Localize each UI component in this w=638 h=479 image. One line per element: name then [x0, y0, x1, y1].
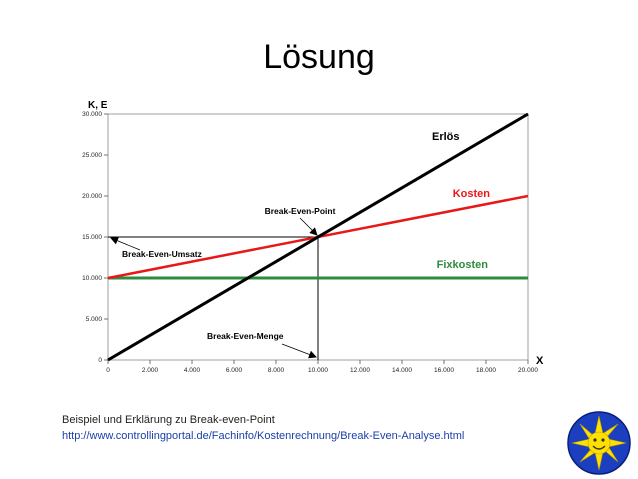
y-tick-label: 10.000 — [82, 275, 102, 282]
annotation-break-even-menge: Break-Even-Menge — [207, 331, 284, 341]
annotation-arrow-bep — [299, 217, 318, 236]
x-tick-label: 20.000 — [518, 367, 538, 374]
slide-title: Lösung — [263, 38, 375, 76]
annotation-break-even-umsatz: Break-Even-Umsatz — [122, 249, 202, 259]
sun-logo-icon — [567, 411, 631, 475]
y-tick-label: 30.000 — [82, 111, 102, 118]
y-tick-label: 5.000 — [86, 316, 103, 323]
annotation-arrow-menge — [281, 343, 317, 359]
series-line-0 — [107, 112, 529, 362]
series-label-1: Kosten — [453, 188, 491, 200]
caption: Beispiel und Erklärung zu Break-even-Poi… — [62, 412, 464, 444]
x-tick-label: 18.000 — [476, 367, 496, 374]
x-tick-label: 10.000 — [308, 367, 328, 374]
x-tick-label: 2.000 — [142, 367, 159, 374]
annotation-break-even-point: Break-Even-Point — [265, 206, 336, 216]
break-even-chart: 0 5.000 10.000 15.000 20.000 25.000 30.000 0 2.0… — [82, 100, 544, 374]
y-tick-label: 25.000 — [82, 152, 102, 159]
y-axis-label: K, E — [88, 100, 108, 111]
x-tick-label: 0 — [106, 367, 110, 374]
y-tick-label: 15.000 — [82, 234, 102, 241]
x-axis-label: X — [536, 355, 544, 367]
x-tick-label: 8.000 — [268, 367, 285, 374]
annotation-arrow-umsatz — [110, 236, 141, 251]
x-tick-label: 4.000 — [184, 367, 201, 374]
x-tick-label: 12.000 — [350, 367, 370, 374]
series-label-2: Fixkosten — [437, 259, 489, 271]
series-label-0: Erlös — [432, 131, 460, 143]
x-tick-label: 16.000 — [434, 367, 454, 374]
y-tick-label: 20.000 — [82, 193, 102, 200]
y-tick-label: 0 — [98, 357, 102, 364]
source-link[interactable]: http://www.controllingportal.de/Fachinfo… — [62, 430, 465, 442]
x-tick-label: 6.000 — [226, 367, 243, 374]
x-tick-label: 14.000 — [392, 367, 412, 374]
caption-text: Beispiel und Erklärung zu Break-even-Poi… — [62, 414, 275, 426]
